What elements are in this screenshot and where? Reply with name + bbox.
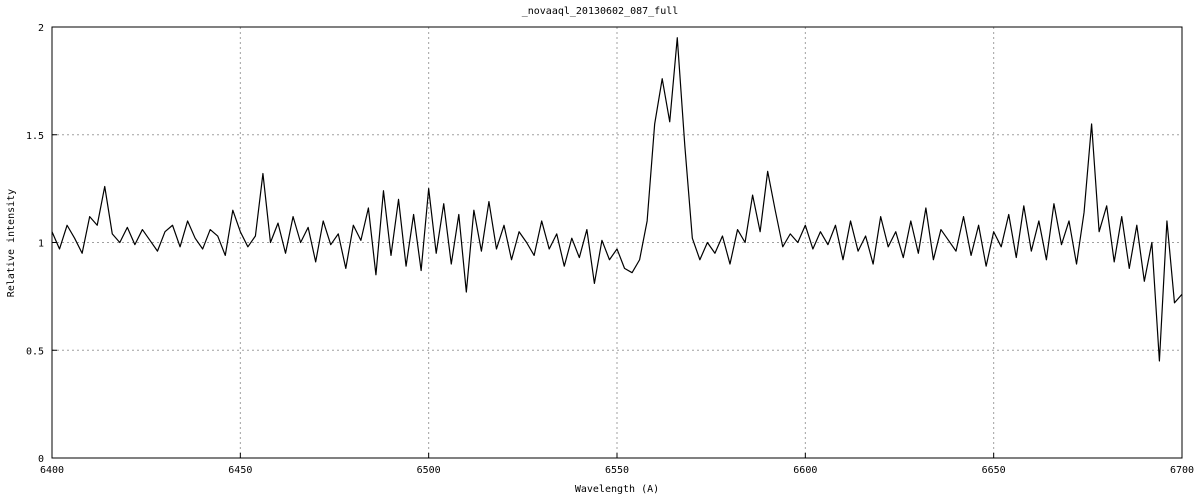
x-tick-label: 6700 (1170, 465, 1194, 476)
x-tick-label: 6550 (605, 465, 629, 476)
y-axis-label: Relative intensity (6, 189, 17, 297)
chart-title: _novaaql_20130602_087_full (522, 6, 679, 17)
x-axis-label: Wavelength (A) (575, 484, 659, 495)
x-tick-label: 6650 (982, 465, 1006, 476)
y-tick-label: 1 (38, 239, 44, 250)
x-tick-label: 6450 (228, 465, 252, 476)
y-tick-label: 2 (38, 23, 44, 34)
x-tick-label: 6400 (40, 465, 64, 476)
spectrum-line (51, 37, 1183, 362)
y-tick-label: 0.5 (26, 346, 44, 357)
plot-frame (51, 26, 1183, 459)
x-tick-label: 6600 (793, 465, 817, 476)
y-tick-label: 1.5 (26, 131, 44, 142)
x-tick-label: 6500 (417, 465, 441, 476)
y-tick-label: 0 (38, 454, 44, 465)
